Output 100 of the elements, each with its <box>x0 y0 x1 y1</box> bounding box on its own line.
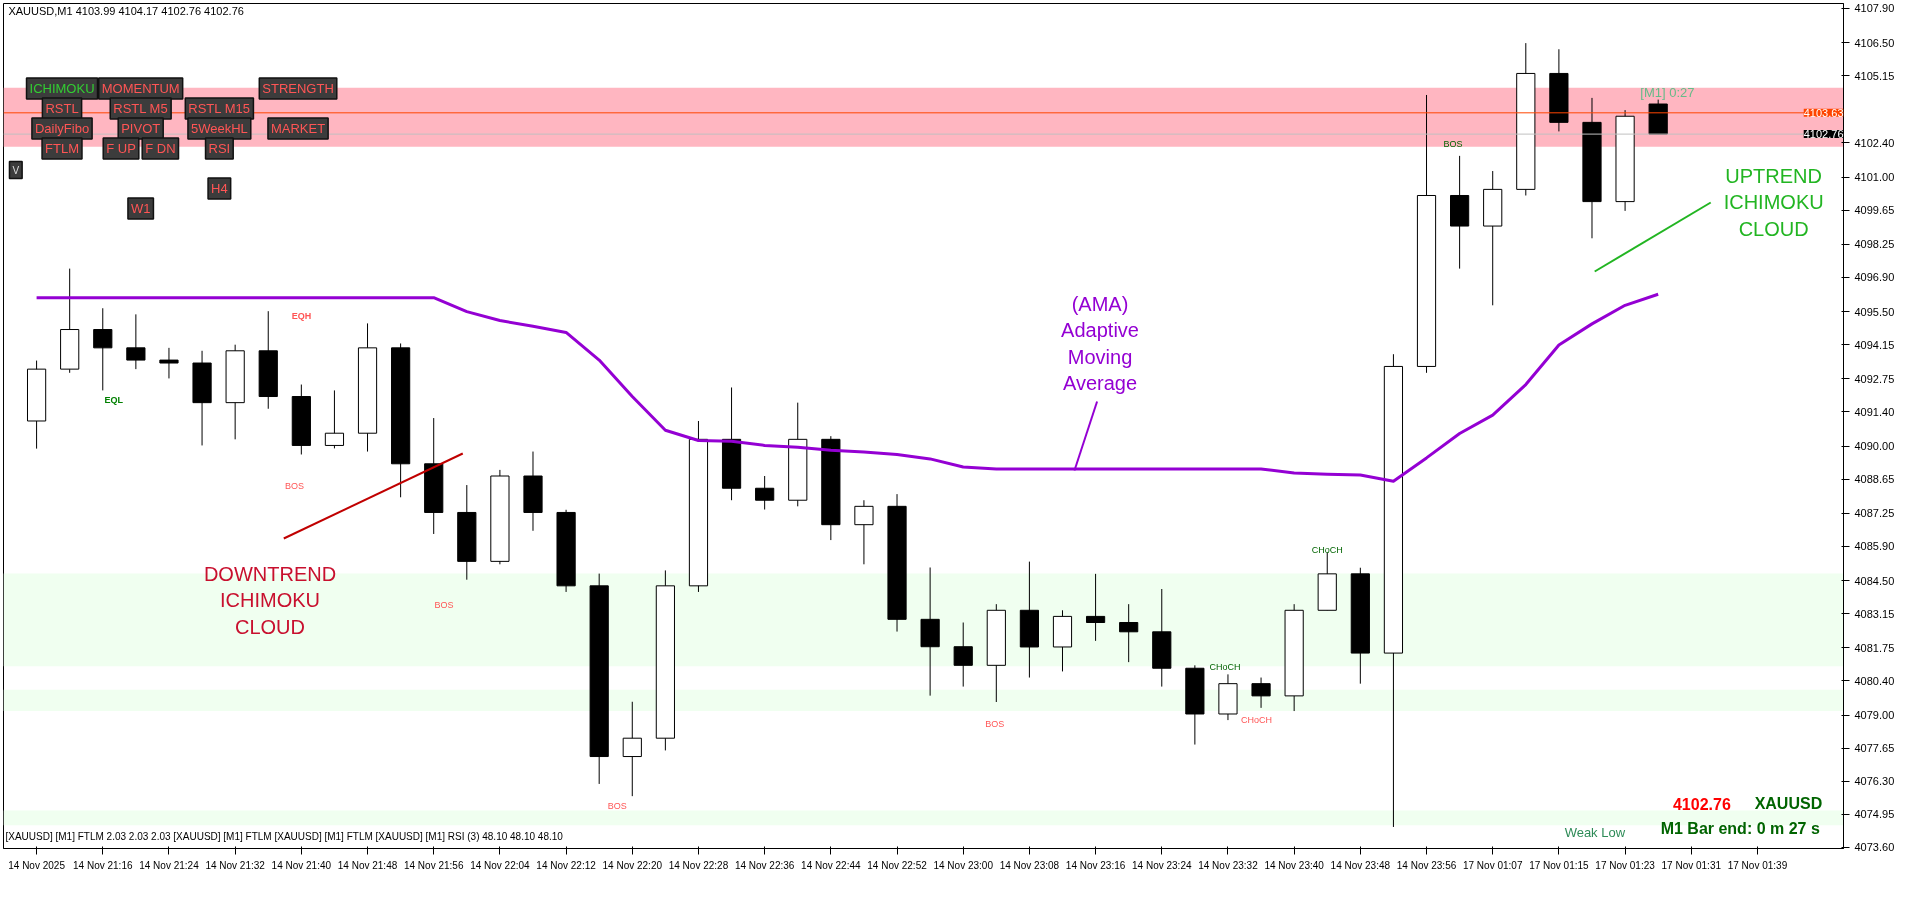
annotation: DOWNTREND ICHIMOKU CLOUD <box>203 563 337 638</box>
annotation: BOS <box>607 800 627 811</box>
y-tick-label: 4085.90 <box>1854 540 1895 553</box>
annotation: EQL <box>104 394 124 405</box>
ref-line-label: 4103.63 <box>1803 106 1844 119</box>
y-tick-label: 4074.95 <box>1854 808 1895 821</box>
annotation: RSTL M5 <box>113 101 168 116</box>
y-tick-label: 4091.40 <box>1854 405 1895 418</box>
annotation: ICHIMOKU <box>29 81 95 96</box>
y-tick-label: 4092.75 <box>1854 372 1895 385</box>
candlestick <box>854 499 874 565</box>
annotation: DailyFibo <box>34 121 90 136</box>
y-tick-label: 4099.65 <box>1854 204 1895 217</box>
x-tick-label: 14 Nov 22:44 <box>801 859 862 871</box>
annotation: [M1] 0:27 <box>1640 85 1695 100</box>
y-tick-label: 4083.15 <box>1854 607 1895 620</box>
annotation: CHoCH <box>1311 544 1343 555</box>
y-tick-label: 4107.90 <box>1854 2 1895 15</box>
x-tick-label: 14 Nov 23:08 <box>999 859 1060 871</box>
x-tick-label: 14 Nov 21:48 <box>337 859 398 871</box>
y-tick-label: 4076.30 <box>1854 775 1895 788</box>
y-tick-label: 4090.00 <box>1854 440 1895 453</box>
y-tick-label: 4077.65 <box>1854 742 1895 755</box>
x-tick-label: 14 Nov 21:56 <box>403 859 464 871</box>
annotation: H4 <box>211 181 228 196</box>
y-tick-label: 4102.40 <box>1854 136 1895 149</box>
x-tick-label: 14 Nov 23:56 <box>1396 859 1457 871</box>
y-tick-label: 4087.25 <box>1854 507 1895 520</box>
annotation: BOS <box>985 718 1005 729</box>
candlestick <box>126 313 146 370</box>
annotation: STRENGTH <box>262 81 334 96</box>
annotation: UPTREND ICHIMOKU CLOUD <box>1723 165 1824 240</box>
x-tick-label: 14 Nov 2025 <box>8 859 66 871</box>
annotation: CHoCH <box>1240 714 1272 725</box>
candlestick <box>1085 573 1106 642</box>
y-tick-label: 4106.50 <box>1854 36 1895 49</box>
y-tick-label: 4084.50 <box>1854 574 1895 587</box>
line-series <box>35 292 1660 483</box>
annotation: F UP <box>106 141 136 156</box>
annotation: FTLM <box>45 141 79 156</box>
x-tick-label: 14 Nov 22:52 <box>867 859 928 871</box>
x-tick-label: 14 Nov 23:24 <box>1132 859 1192 871</box>
ref-line-label: 4102.76 <box>1803 128 1844 141</box>
annotation: F DN <box>145 141 176 156</box>
annotation: MARKET <box>270 121 326 136</box>
annotation: EQH <box>291 310 312 321</box>
annotation: BOS <box>1443 138 1463 149</box>
candlestick <box>324 389 345 449</box>
annotation: 5WeekHL <box>190 121 248 136</box>
candlestick <box>755 475 775 511</box>
x-tick-label: 17 Nov 01:39 <box>1727 859 1788 871</box>
x-tick-label: 14 Nov 21:32 <box>205 859 266 871</box>
y-tick-label: 4098.25 <box>1854 238 1895 251</box>
annotation: RSTL M15 <box>188 101 250 116</box>
y-tick-label: 4095.50 <box>1854 305 1895 318</box>
x-tick-label: 14 Nov 21:24 <box>139 859 200 871</box>
y-tick-label: 4088.65 <box>1854 473 1895 486</box>
y-tick-label: 4081.75 <box>1854 641 1895 654</box>
candlestick <box>622 701 642 797</box>
band-label: Weak Low <box>1564 825 1626 841</box>
annotation: BOS <box>285 480 305 491</box>
y-tick-label: 4073.60 <box>1854 841 1895 854</box>
y-tick-label: 4096.90 <box>1854 271 1895 284</box>
annotation: CHoCH <box>1209 661 1241 672</box>
annotation: XAUUSD <box>1754 795 1823 812</box>
y-tick-label: 4080.40 <box>1854 674 1895 687</box>
chart-title: XAUUSD,M1 4103.99 4104.17 4102.76 4102.76 <box>8 4 244 17</box>
annotation: MOMENTUM <box>101 81 180 96</box>
y-tick-label: 4101.00 <box>1854 171 1895 184</box>
x-tick-label: 17 Nov 01:31 <box>1661 859 1722 871</box>
x-tick-label: 14 Nov 22:36 <box>734 859 795 871</box>
annotation: M1 Bar end: 0 m 27 s <box>1660 820 1820 837</box>
y-tick-label: 4094.15 <box>1854 338 1895 351</box>
x-tick-label: 14 Nov 22:04 <box>470 859 531 871</box>
annotation: RSI <box>208 141 231 156</box>
text: (AMA) Adaptive Moving Average <box>1061 292 1139 395</box>
x-tick-label: 14 Nov 23:40 <box>1264 859 1325 871</box>
x-tick-label: 14 Nov 22:28 <box>668 859 729 871</box>
candlestick <box>953 622 973 688</box>
x-tick-label: 17 Nov 01:23 <box>1595 859 1656 871</box>
annotation: BOS <box>434 599 454 610</box>
y-tick-label: 4079.00 <box>1854 709 1895 722</box>
x-tick-label: 14 Nov 23:00 <box>933 859 994 871</box>
annotation: PIVOT <box>121 121 161 136</box>
annotation: 4102.76 <box>1672 795 1731 813</box>
candlestick <box>93 307 113 391</box>
x-tick-label: 14 Nov 23:16 <box>1065 859 1126 871</box>
x-tick-label: 14 Nov 23:32 <box>1198 859 1259 871</box>
text: V <box>12 164 20 176</box>
candlestick <box>1251 677 1271 709</box>
y-tick-label: 4105.15 <box>1854 69 1895 82</box>
x-tick-label: 14 Nov 22:12 <box>536 859 597 871</box>
annotation: [XAUUSD] [M1] FTLM 2.03 2.03 2.03 [XAUUSD] [M1] FTLM [XAUUSD] [M1] FTLM [XAUUSD] [M1] RSI (3) 48.10 48.10 48.10 <box>5 831 564 842</box>
x-tick-label: 17 Nov 01:15 <box>1529 859 1590 871</box>
x-tick-label: 14 Nov 22:20 <box>602 859 663 871</box>
annotation: W1 <box>130 201 151 216</box>
x-tick-label: 14 Nov 21:40 <box>271 859 332 871</box>
x-tick-label: 17 Nov 01:07 <box>1462 859 1523 871</box>
candlestick <box>159 347 179 379</box>
x-tick-label: 14 Nov 23:48 <box>1330 859 1391 871</box>
